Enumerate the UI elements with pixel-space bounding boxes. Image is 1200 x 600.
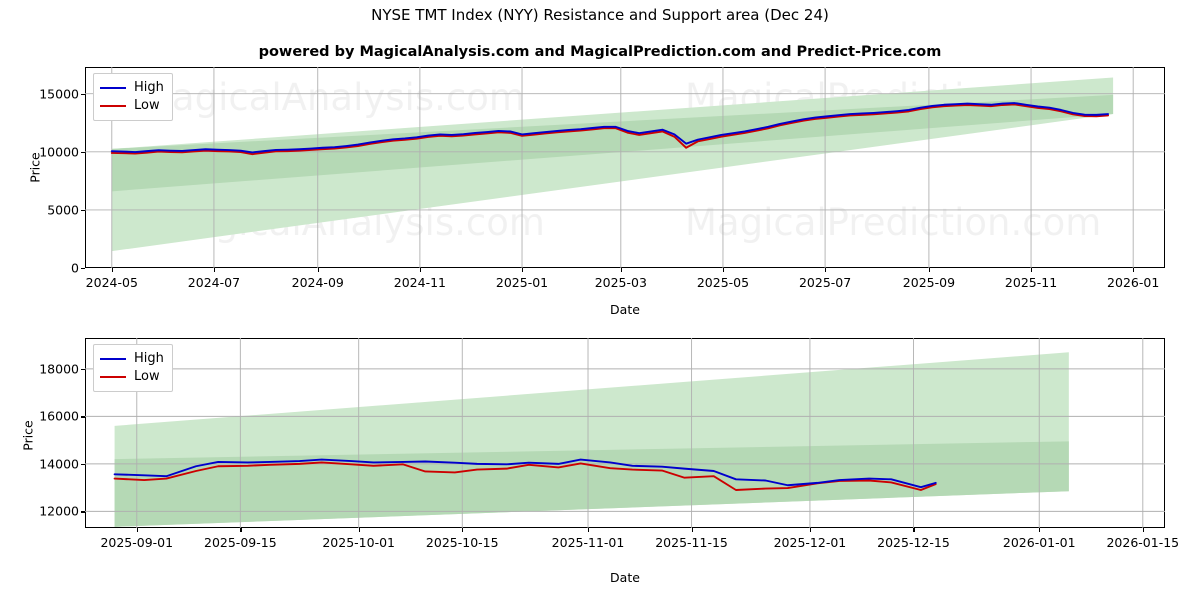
x-tick-label: 2026-01 [1107,275,1160,290]
x-tick-mark [620,268,622,272]
bottom-chart-plot [85,338,1165,528]
x-tick-mark [136,528,138,532]
top-plot-border [85,67,1165,268]
y-tick-label: 16000 [39,408,79,424]
y-tick-label: 10000 [39,144,79,160]
x-tick-label: 2025-09 [902,275,956,290]
x-tick-label: 2024-07 [187,275,241,290]
series-high [110,102,1110,154]
legend-line-high-icon [100,358,126,360]
band-inner-resistance-support [114,441,1069,527]
x-tick-mark [317,268,319,272]
series-high [113,458,937,489]
x-tick-label: 2025-10-15 [425,535,499,550]
legend-label-high: High [134,351,164,366]
x-tick-label: 2025-03 [594,275,647,290]
x-tick-mark [825,268,827,272]
svg-text:MagicalPrediction.com: MagicalPrediction.com [685,201,1101,244]
x-tick-label: 2025-07 [798,275,852,290]
page-subtitle: powered by MagicalAnalysis.com and Magic… [258,44,942,60]
top-chart-panel: MagicalAnalysis.com MagicalPrediction.com… [85,67,1165,268]
y-tick-mark [81,463,85,466]
x-tick-mark [691,528,693,532]
x-tick-label: 2024-09 [291,275,344,290]
y-tick-mark [81,368,85,371]
x-tick-label: 2024-05 [85,275,138,290]
y-tick-label: 5000 [47,202,79,218]
svg-text:MagicalAnalysis.com: MagicalAnalysis.com [140,76,525,119]
x-tick-label: 2025-12-15 [877,535,950,550]
x-tick-label: 2025-12-01 [773,535,847,550]
y-tick-label: 0 [71,260,79,276]
legend-line-low-icon [100,105,126,107]
x-tick-label: 2024-11 [393,275,446,290]
x-tick-label: 2026-01-01 [1002,535,1076,550]
legend-label-low: Low [134,369,160,384]
x-tick-mark [213,268,216,272]
x-tick-label: 2025-09-15 [204,535,277,550]
series-low [113,461,937,491]
y-tick-mark [81,511,85,513]
x-tick-mark [722,268,725,272]
legend-row-high: High [100,350,164,368]
bottom-x-axis-label: Date [610,570,640,585]
top-x-axis-label: Date [610,302,640,317]
y-tick-mark [81,209,85,212]
top-y-axis-label: Price [27,152,43,183]
x-tick-mark [928,268,931,272]
y-tick-label: 12000 [39,503,79,519]
x-tick-label: 2026-01-15 [1106,535,1180,550]
top-chart-legend: High Low [93,73,173,121]
x-tick-mark [1133,268,1135,272]
y-tick-label: 18000 [39,361,79,377]
x-tick-mark [913,528,915,532]
x-tick-mark [1142,528,1144,532]
top-chart-plot [85,67,1165,268]
x-tick-mark [358,528,360,532]
bottom-chart-panel: High Low [85,338,1165,528]
y-tick-mark [81,268,85,270]
bottom-plot-border [85,338,1165,528]
x-tick-mark [588,528,590,532]
x-tick-label: 2025-05 [696,275,750,290]
x-tick-mark [462,528,464,532]
y-tick-label: 14000 [39,456,79,472]
x-tick-mark [419,268,422,272]
band-inner-resistance-support [111,94,1114,192]
legend-row-high: High [100,79,164,97]
x-tick-mark [240,528,242,532]
x-tick-mark [1039,528,1041,532]
legend-line-low-icon [100,376,126,378]
x-tick-mark [809,528,812,532]
x-tick-mark [1031,268,1033,272]
legend-row-low: Low [100,368,164,386]
legend-line-high-icon [100,87,126,89]
series-low [110,103,1110,156]
x-tick-mark [111,268,113,272]
x-tick-label: 2025-11-15 [655,535,728,550]
y-tick-mark [81,151,85,153]
x-tick-label: 2025-11 [1004,275,1058,290]
x-tick-mark [522,268,524,272]
x-tick-label: 2025-01 [495,275,549,290]
x-tick-label: 2025-09-01 [100,535,174,550]
legend-label-high: High [134,80,164,95]
page-title: NYSE TMT Index (NYY) Resistance and Supp… [371,6,829,24]
bottom-chart-legend: High Low [93,344,173,392]
y-tick-mark [81,93,85,95]
y-tick-mark [81,416,85,418]
legend-row-low: Low [100,97,164,115]
x-tick-label: 2025-10-01 [322,535,396,550]
legend-label-low: Low [134,98,160,113]
x-tick-label: 2025-11-01 [551,535,625,550]
y-tick-label: 15000 [39,86,79,102]
